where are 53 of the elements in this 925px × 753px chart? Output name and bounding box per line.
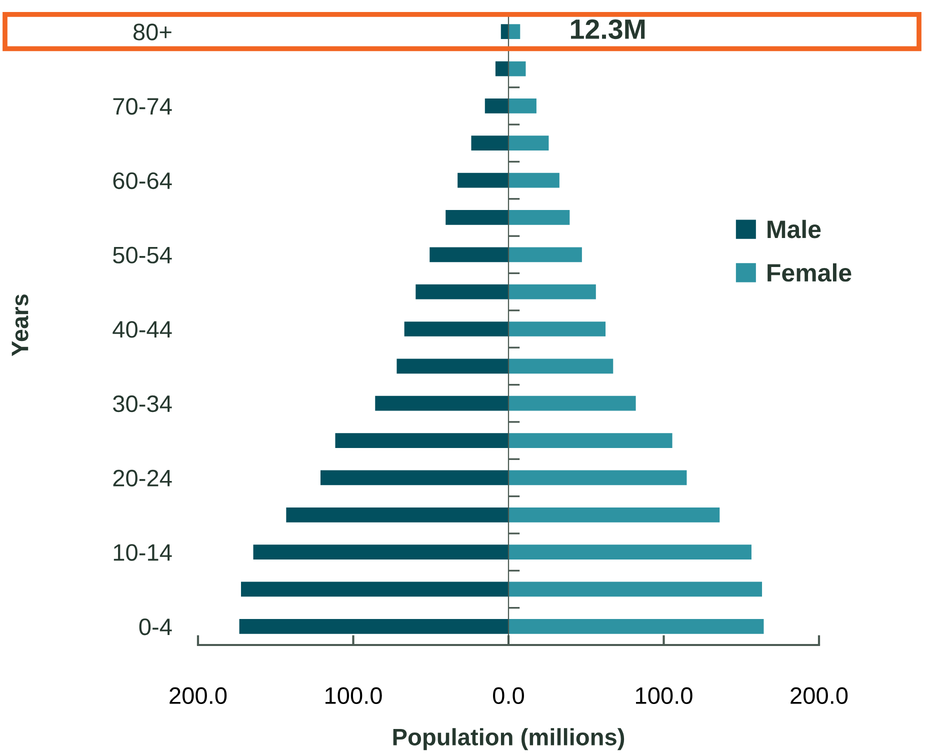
legend-label: Female <box>768 263 852 282</box>
bar <box>320 470 508 486</box>
bar <box>508 61 526 76</box>
bar <box>508 24 520 40</box>
bar <box>508 172 560 188</box>
y-tick-label: 60-64 <box>113 172 172 190</box>
bar <box>253 544 508 560</box>
x-tick-label: 200.0 <box>790 687 848 704</box>
bar <box>508 433 672 448</box>
x-tick-label: 0.0 <box>493 687 524 704</box>
bar <box>396 358 508 374</box>
bar <box>471 136 508 151</box>
bar <box>508 582 762 597</box>
bar <box>495 61 508 76</box>
y-tick-label: 20-24 <box>113 470 172 486</box>
y-tick-label: 30-34 <box>113 395 172 412</box>
bar <box>458 172 508 188</box>
bar <box>508 210 570 225</box>
annotation: 12.3M <box>571 19 645 40</box>
y-tick-label: 10-14 <box>114 544 172 561</box>
bar <box>375 396 508 411</box>
x-axis-title: Population (millions) <box>393 728 624 750</box>
bar <box>286 507 508 522</box>
y-tick-label: 0-4 <box>139 618 172 636</box>
bar <box>430 247 508 262</box>
x-tick-label: 100.0 <box>326 687 382 704</box>
bar <box>508 470 687 486</box>
bar <box>335 433 508 448</box>
y-axis-title: Years <box>12 294 28 356</box>
x-tick-label: 100.0 <box>636 687 692 704</box>
legend-label: Male <box>768 220 821 238</box>
y-tick-label: 50-54 <box>113 246 172 264</box>
bar <box>239 618 508 634</box>
x-tick-label: 200.0 <box>170 687 227 704</box>
bar <box>416 284 508 300</box>
y-tick-label: 80+ <box>133 24 172 40</box>
bar <box>508 618 764 634</box>
bar <box>446 210 508 225</box>
bar <box>508 322 606 336</box>
bar <box>508 284 596 300</box>
bar <box>508 544 752 560</box>
bar <box>508 136 549 151</box>
bar <box>508 358 614 374</box>
bar <box>508 396 636 411</box>
bar <box>508 507 720 522</box>
y-tick-label: 70-74 <box>113 98 172 115</box>
bar <box>500 24 508 40</box>
y-tick-label: 40-44 <box>112 321 172 338</box>
bar <box>508 247 582 262</box>
bar <box>484 98 508 114</box>
bar <box>508 98 536 114</box>
bar <box>404 322 508 336</box>
bar <box>241 582 508 597</box>
